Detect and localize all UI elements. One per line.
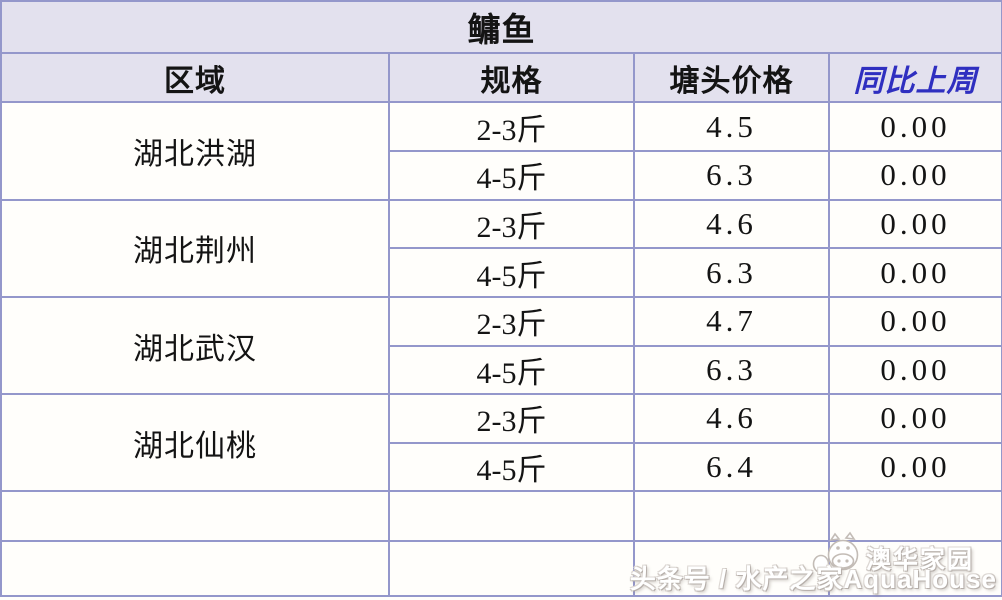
wow-cell: 0.00 xyxy=(828,101,1002,153)
price-cell: 6.3 xyxy=(633,150,830,201)
table-row: 湖北荆州 2-3斤 4.6 0.00 xyxy=(0,198,1002,298)
table-title: 鳙鱼 xyxy=(0,0,1002,54)
column-header-region: 区域 xyxy=(0,51,390,104)
wow-cell: 0.00 xyxy=(828,150,1002,201)
empty-cell xyxy=(388,540,635,597)
spec-cell: 4-5斤 xyxy=(388,247,635,298)
price-cell: 4.6 xyxy=(633,198,830,250)
empty-cell xyxy=(828,540,1002,597)
empty-cell xyxy=(633,490,830,543)
empty-row xyxy=(0,490,1002,543)
price-cell: 6.3 xyxy=(633,247,830,298)
wow-cell: 0.00 xyxy=(828,344,1002,396)
region-cell: 湖北洪湖 xyxy=(0,101,390,201)
region-cell: 湖北武汉 xyxy=(0,295,390,396)
column-header-price: 塘头价格 xyxy=(633,51,830,104)
price-cell: 6.4 xyxy=(633,441,830,493)
table-header-row: 区域 规格 塘头价格 同比上周 xyxy=(0,51,1002,104)
empty-cell xyxy=(0,540,390,597)
spec-cell: 4-5斤 xyxy=(388,441,635,493)
price-cell: 6.3 xyxy=(633,344,830,396)
column-header-wow: 同比上周 xyxy=(828,51,1002,104)
spec-cell: 2-3斤 xyxy=(388,393,635,444)
empty-row xyxy=(0,540,1002,597)
table-row: 4-5斤 6.3 0.00 xyxy=(1,150,1002,201)
price-cell: 4.6 xyxy=(633,393,830,444)
wow-cell: 0.00 xyxy=(828,295,1002,347)
table-row: 4-5斤 6.4 0.00 xyxy=(1,441,1002,493)
spec-cell: 2-3斤 xyxy=(388,101,635,153)
wow-cell: 0.00 xyxy=(828,247,1002,298)
wow-cell: 0.00 xyxy=(828,198,1002,250)
region-cell: 湖北荆州 xyxy=(0,198,390,298)
table-row: 湖北仙桃 2-3斤 4.6 0.00 xyxy=(0,393,1002,493)
table-title-row: 鳙鱼 xyxy=(0,0,1002,54)
table-row: 湖北武汉 2-3斤 4.7 0.00 xyxy=(0,295,1002,396)
empty-cell xyxy=(828,490,1002,543)
wow-cell: 0.00 xyxy=(828,441,1002,493)
price-cell: 4.7 xyxy=(633,295,830,347)
empty-cell xyxy=(0,490,390,543)
column-header-spec: 规格 xyxy=(388,51,635,104)
spec-cell: 2-3斤 xyxy=(388,295,635,347)
table-row: 湖北洪湖 2-3斤 4.5 0.00 xyxy=(0,101,1002,201)
spec-cell: 4-5斤 xyxy=(388,344,635,396)
region-cell: 湖北仙桃 xyxy=(0,393,390,493)
spec-cell: 2-3斤 xyxy=(388,198,635,250)
table-row: 4-5斤 6.3 0.00 xyxy=(1,344,1002,396)
spec-cell: 4-5斤 xyxy=(388,150,635,201)
wow-cell: 0.00 xyxy=(828,393,1002,444)
price-cell: 4.5 xyxy=(633,101,830,153)
table-row: 4-5斤 6.3 0.00 xyxy=(1,247,1002,298)
empty-cell xyxy=(633,540,830,597)
empty-cell xyxy=(388,490,635,543)
